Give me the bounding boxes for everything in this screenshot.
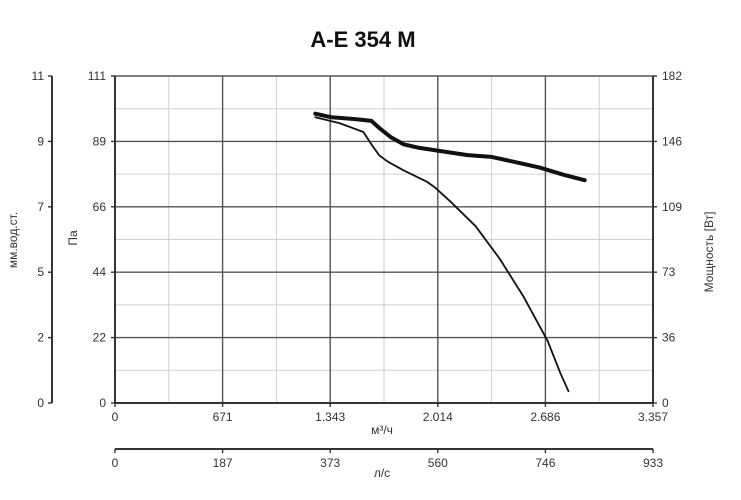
y-left-outer-axis-label: мм.вод.ст. [6,212,20,268]
x-tick-label: 671 [213,410,233,424]
axes [48,75,657,453]
x2-tick-label: 373 [320,456,340,470]
y-right-tick-label: 109 [662,200,682,214]
x2-tick-label: 560 [428,456,448,470]
grid [114,75,654,404]
y-left-tick-label: 111 [88,69,107,83]
y-right-axis-label: Мощность [Вт] [702,212,716,293]
x2-tick-label: 746 [535,456,555,470]
x2-tick-label: 187 [213,456,233,470]
y-left-outer-tick-label: 2 [37,331,44,345]
x2-axis-label: л/с [374,466,390,480]
y-left-outer-tick-label: 9 [37,134,44,148]
x-axis-label: м³/ч [371,423,393,437]
y-right-tick-label: 146 [662,134,682,148]
y-right-tick-label: 0 [662,396,669,410]
y-right-tick-label: 182 [662,69,682,83]
y-left-outer-tick-label: 11 [32,69,45,83]
y-left-tick-label: 44 [93,265,107,279]
y-right-tick-label: 73 [662,265,676,279]
y-left-tick-label: 0 [99,396,106,410]
x-tick-label: 2.686 [530,410,560,424]
y-left-outer-tick-label: 7 [37,200,44,214]
chart-title: A-E 354 M [310,27,415,52]
y-left-tick-label: 22 [93,331,107,345]
x-tick-label: 0 [112,410,119,424]
x-tick-label: 2.014 [423,410,453,424]
y-right-tick-label: 36 [662,331,676,345]
x2-tick-label: 0 [112,456,119,470]
x-tick-label: 3.357 [638,410,668,424]
x-tick-label: 1.343 [315,410,345,424]
series-lines [313,111,587,393]
x2-tick-label: 933 [643,456,663,470]
power-curve-line [313,111,587,183]
y-left-outer-tick-label: 5 [37,265,44,279]
y-left-axis-label: Па [66,230,80,246]
y-left-tick-label: 89 [93,134,107,148]
y-left-tick-label: 66 [93,200,107,214]
y-left-outer-tick-label: 0 [37,396,44,410]
pressure-curve-line [314,116,570,393]
